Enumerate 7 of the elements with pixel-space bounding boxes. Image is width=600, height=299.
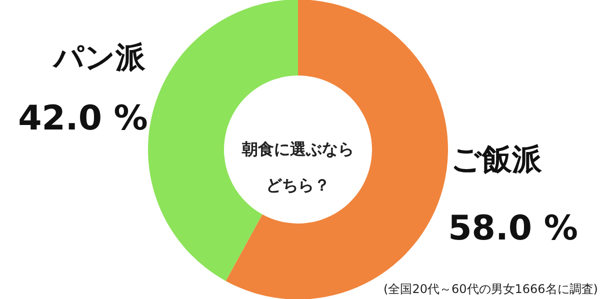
text: 朝食に選ぶならどちら？ <box>241 140 354 194</box>
slice-label: パン派 <box>51 40 146 76</box>
slice-label: ご飯派 <box>451 142 544 178</box>
data-label: 58.0 % <box>448 208 578 249</box>
data-label: 42.0 % <box>18 98 148 138</box>
text: (全国20代～60代の男女1666名に調査) <box>384 282 598 296</box>
donut-slice <box>226 0 448 299</box>
